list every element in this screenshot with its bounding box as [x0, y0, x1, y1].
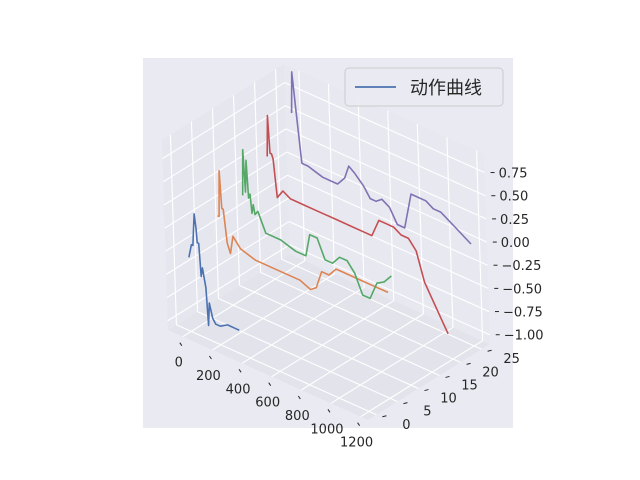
z-gridline-back [284, 82, 485, 174]
y-gridline-floor [239, 284, 440, 376]
z-gridline-left [162, 82, 285, 160]
z-gridline-left [163, 128, 287, 206]
x-tick-label: 1200 [340, 436, 373, 451]
x-gridline-floor [212, 273, 335, 351]
y-gridline-left [211, 108, 220, 299]
x-gridline-back [327, 83, 335, 275]
x-gridline-floor [330, 326, 454, 404]
y-gridline-floor [260, 271, 461, 363]
y-tick-mark [445, 375, 450, 378]
z-tick-label: −0.25 [502, 259, 542, 274]
x-tick-mark [238, 369, 242, 373]
x-tick-label: 600 [255, 396, 280, 411]
x-gridline-back [357, 97, 365, 288]
y-tick-mark [403, 402, 408, 405]
y-tick-mark [487, 349, 492, 352]
z-tick-label: 0.25 [500, 213, 529, 228]
x-tick-label: 200 [196, 369, 221, 384]
series-line-5 [290, 71, 472, 245]
y-gridline-floor [218, 298, 419, 390]
z-tick-label: 0.00 [501, 236, 530, 251]
x-tick-label: 800 [285, 409, 310, 424]
y-gridline-left [275, 69, 283, 260]
x-tick-label: 1000 [310, 422, 343, 437]
y-tick-label: 10 [440, 392, 457, 407]
y-gridline-left [254, 82, 262, 273]
z-gridline-back [288, 221, 490, 313]
z-tick-label: 0.75 [499, 167, 528, 182]
z-gridline-back [289, 244, 490, 336]
y-tick-mark [466, 362, 471, 365]
legend-label: 动作曲线 [410, 78, 482, 99]
x-tick-mark [297, 395, 301, 400]
x-gridline-back [446, 137, 454, 328]
series-line-3 [241, 148, 392, 300]
y-tick-mark [382, 415, 387, 418]
left-pane [162, 64, 290, 330]
x-tick-mark [268, 382, 272, 386]
y-gridline-left [169, 134, 177, 325]
x-gridline-floor [241, 286, 365, 364]
series-line-1 [188, 213, 240, 332]
series-line-4 [266, 114, 449, 335]
y-tick-label: 5 [423, 405, 431, 420]
x-gridline-back [387, 110, 395, 301]
x-gridline-back [298, 70, 306, 261]
x-gridline-floor [271, 300, 394, 378]
y-gridline-left [232, 95, 241, 286]
z-tick-label: −0.50 [502, 282, 542, 297]
x-tick-mark [179, 342, 183, 346]
y-gridline-floor [281, 258, 482, 350]
y-tick-mark [424, 389, 429, 392]
z-gridline-back [287, 174, 488, 266]
y-tick-label: 0 [402, 418, 410, 433]
z-gridline-left [164, 151, 288, 229]
legend-box [344, 67, 504, 107]
series-line-2 [217, 170, 389, 294]
y-tick-label: 25 [503, 352, 520, 367]
y-gridline-floor [176, 324, 377, 416]
data-series [188, 71, 472, 335]
z-gridline-left [165, 174, 288, 252]
z-gridline-left [165, 197, 289, 275]
z-gridline-left [167, 244, 290, 322]
z-gridline-back [286, 151, 488, 243]
x-gridline-back [416, 123, 424, 315]
z-tick-label: −0.75 [503, 306, 543, 321]
x-tick-mark [209, 355, 212, 360]
z-tick-label: 0.50 [499, 190, 528, 205]
x-tick-mark [327, 409, 331, 413]
y-tick-label: 15 [461, 378, 478, 393]
z-gridline-back [285, 105, 486, 197]
x-gridline-back [476, 150, 484, 341]
x-tick-label: 0 [175, 356, 183, 371]
x-gridline-floor [360, 340, 483, 418]
x-tick-label: 400 [226, 382, 251, 397]
legend: 动作曲线 [344, 67, 504, 107]
axis-ticks: 0200400600800100012000510152025−1.00−0.7… [175, 167, 544, 451]
z-gridline-left [163, 105, 286, 183]
x-tick-mark [357, 422, 361, 426]
x-gridline-floor [301, 313, 424, 391]
y-tick-label: 20 [482, 365, 499, 380]
z-tick-label: −1.00 [504, 329, 544, 344]
z-gridline-back [285, 128, 487, 220]
